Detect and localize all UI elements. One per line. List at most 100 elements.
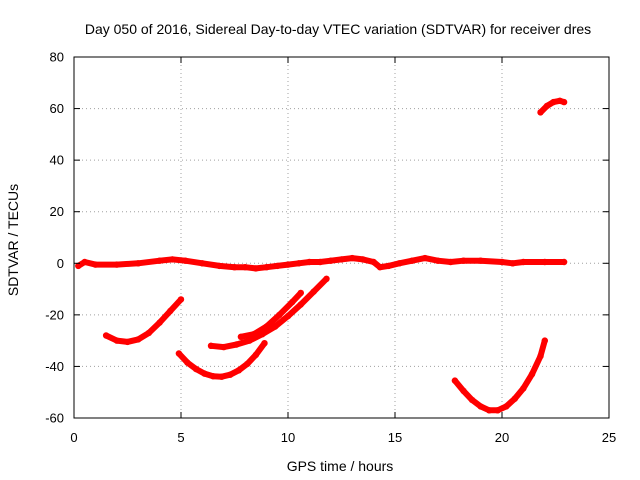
data-point [235,367,242,374]
y-tick-label: 40 [50,153,64,168]
x-tick-label: 15 [388,430,402,445]
data-point [550,98,557,106]
data-point [370,258,377,266]
data-point [408,257,416,264]
data-point [135,336,142,343]
data-point [537,352,544,360]
data-point [145,329,153,337]
data-point [460,257,467,264]
data-point [177,296,185,303]
data-point [421,254,429,262]
data-point [338,256,345,263]
data-point [167,307,174,315]
data-point [528,371,536,378]
data-point [199,260,206,267]
data-point [477,403,484,410]
data-point [560,98,568,106]
data-point [498,258,506,266]
data-point [237,333,245,340]
data-point [233,341,240,348]
data-point [276,311,283,319]
data-point [477,257,484,264]
x-tick-label: 25 [602,430,616,445]
data-point [396,260,403,267]
y-tick-labels: -60 -40 -20 0 20 40 60 80 [45,50,64,426]
data-point [451,377,459,384]
data-point [261,340,268,347]
data-point [113,261,121,268]
data-point [434,257,441,264]
data-point [207,342,215,349]
data-point [284,312,292,320]
data-point [92,261,99,268]
y-tick-label: 0 [57,256,64,271]
data-point [252,265,260,272]
data-point [75,262,82,270]
plot-frame [73,56,610,419]
data-point [316,258,324,266]
data-point [124,338,131,346]
x-tick-label: 5 [177,430,184,445]
data-point [250,331,257,338]
data-point [520,385,527,392]
data-point [218,373,225,380]
data-point [252,351,260,358]
x-tick-label: 20 [495,430,509,445]
data-point [447,258,454,266]
data-point [201,370,208,377]
data-point [289,298,296,306]
data-point [560,258,568,266]
data-point [246,337,253,344]
data-point [494,407,501,414]
data-point [182,257,189,264]
data-point [359,256,367,263]
data-point [376,264,384,271]
data-point [169,256,176,263]
data-point [209,373,217,380]
data-point [263,264,270,271]
data-point [310,288,317,295]
data-point [263,323,270,330]
data-point [274,262,281,270]
series-line-4 [208,275,330,351]
data-point [537,109,544,116]
data-point [349,254,356,262]
data-point [486,407,493,414]
data-point [184,359,191,366]
data-point [460,387,467,395]
data-point [297,289,304,297]
data-point [81,258,88,266]
data-point [385,262,392,270]
data-point [284,261,292,268]
data-point [295,260,302,267]
data-point [244,360,251,368]
data-point [541,337,548,344]
y-axis-label: SDTVAR / TECUs [5,184,21,296]
tick-marks [73,56,610,419]
data-point [231,264,238,271]
data-point [520,258,527,266]
data-point [156,257,163,264]
y-tick-label: -20 [45,307,64,322]
chart-title: Day 050 of 2016, Sidereal Day-to-day VTE… [85,21,591,37]
data-point [297,301,304,308]
data-point [113,337,121,344]
data-point [242,264,249,271]
data-point [468,396,476,404]
data-point [175,350,183,357]
data-series-group [75,97,568,414]
data-point [220,343,227,351]
y-tick-label: -40 [45,359,64,374]
data-point [192,365,200,373]
x-axis-label: GPS time / hours [287,458,394,474]
data-point [306,258,313,266]
y-tick-label: 60 [50,101,64,116]
y-tick-label: 80 [50,50,64,65]
data-point [135,260,142,267]
data-point [156,319,163,326]
y-tick-label: -60 [45,411,64,426]
y-tick-label: 20 [50,204,64,219]
data-point [503,403,510,410]
